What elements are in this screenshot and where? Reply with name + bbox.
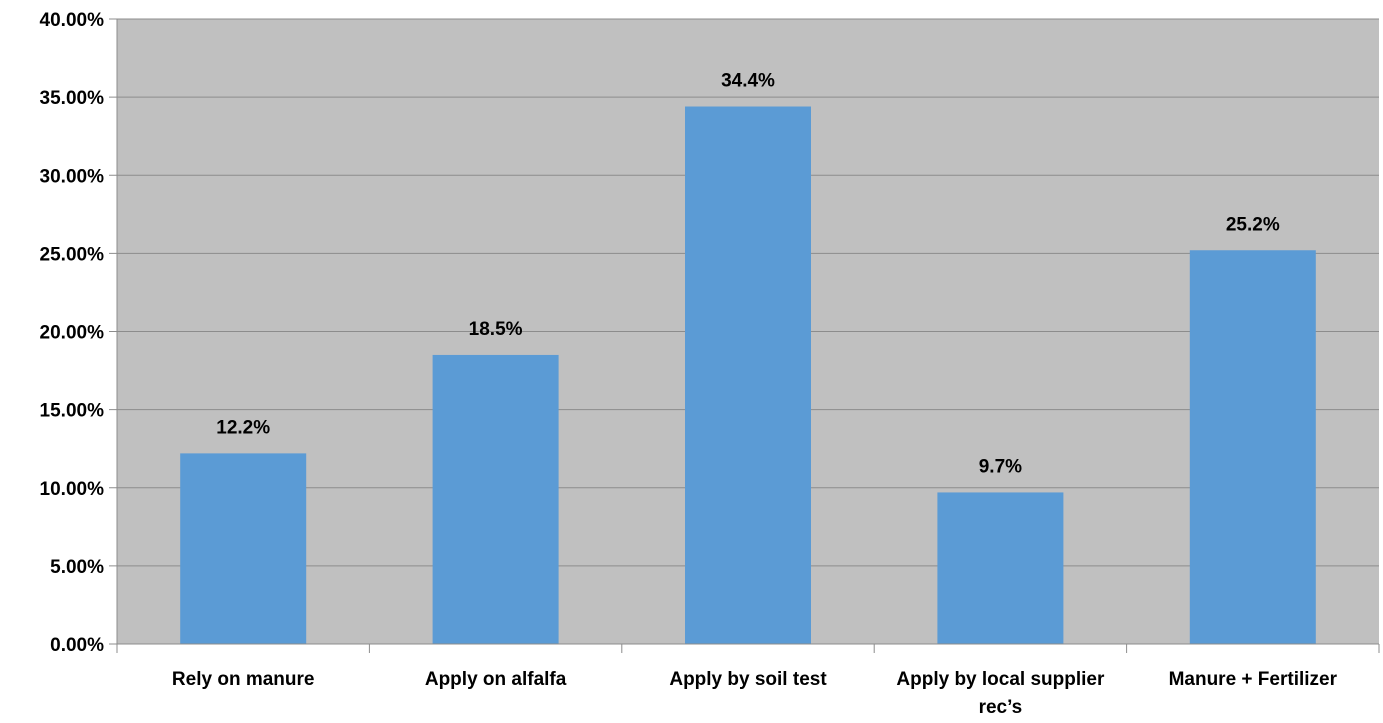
bars (180, 106, 1316, 644)
y-tick-label: 20.00% (40, 323, 105, 344)
data-label: 9.7% (979, 456, 1022, 477)
x-category-label-line: Manure + Fertilizer (1169, 669, 1338, 690)
x-category-label-line: Apply on alfalfa (425, 669, 567, 690)
bar (432, 354, 559, 644)
bar (937, 492, 1064, 644)
bar (685, 106, 811, 644)
data-label: 25.2% (1226, 214, 1280, 235)
bar (180, 453, 307, 644)
x-category-label: Apply by local supplier rec’s (896, 669, 1105, 718)
data-label: 34.4% (721, 71, 775, 92)
y-tick-label: 30.00% (40, 166, 105, 187)
y-tick-label: 15.00% (40, 401, 105, 422)
bar (1189, 250, 1316, 644)
x-category-label: Rely on manure (172, 669, 315, 690)
y-tick-label: 5.00% (50, 557, 104, 578)
x-category-label-line: Rely on manure (172, 669, 315, 690)
y-tick-label: 10.00% (40, 479, 105, 500)
y-tick-label: 0.00% (50, 635, 104, 656)
y-tick-label: 25.00% (40, 244, 105, 265)
axes (109, 18, 1380, 653)
x-category-label: Apply on alfalfa (425, 669, 567, 690)
y-axis-tick-labels: 0.00% 5.00% 10.00% 15.00% 20.00% 25.00% 30.00%… (40, 10, 105, 656)
x-axis-category-labels: Rely on manure Apply on alfalfa Apply by s… (172, 669, 1338, 718)
data-label: 18.5% (469, 319, 523, 340)
y-tick-label: 40.00% (40, 10, 105, 31)
data-labels: 12.2% 18.5% 34.4% 9.7% 25.2% (216, 71, 1280, 478)
x-category-label: Apply by soil test (669, 669, 827, 690)
y-tick-label: 35.00% (40, 88, 105, 109)
data-label: 12.2% (216, 417, 270, 438)
x-category-label-line: rec’s (979, 697, 1023, 718)
x-category-label-line: Apply by local supplier (896, 669, 1105, 690)
x-category-label-line: Apply by soil test (669, 669, 827, 690)
x-category-label: Manure + Fertilizer (1169, 669, 1338, 690)
